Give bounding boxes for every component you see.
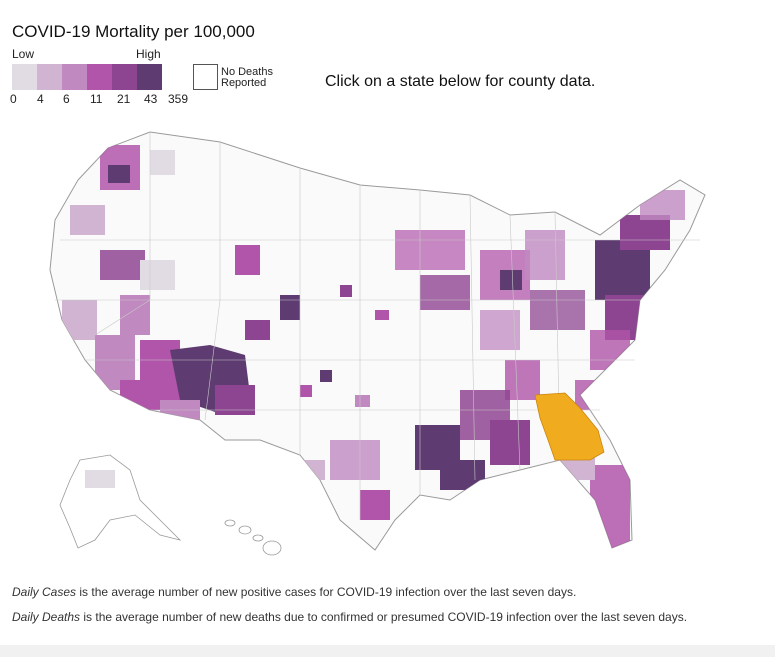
legend-swatch-4	[112, 64, 137, 90]
legend-swatch-0	[12, 64, 37, 90]
note-daily-cases: Daily Cases is the average number of new…	[12, 585, 576, 599]
county-region[interactable]	[215, 385, 255, 415]
note-daily-cases-term: Daily Cases	[12, 585, 77, 599]
county-region[interactable]	[575, 380, 605, 410]
legend-swatch-3	[87, 64, 112, 90]
county-region[interactable]	[640, 190, 685, 220]
note-daily-deaths: Daily Deaths is the average number of ne…	[12, 610, 687, 624]
legend-title: COVID-19 Mortality per 100,000	[12, 22, 255, 41]
county-region[interactable]	[160, 400, 200, 435]
note-daily-cases-text: is the average number of new positive ca…	[76, 585, 577, 599]
no-deaths-swatch	[193, 64, 218, 90]
county-region[interactable]	[420, 275, 470, 310]
legend-ticks: 0 4 6 11 21 43 359	[8, 92, 208, 106]
county-region[interactable]	[300, 460, 325, 480]
legend-tick: 21	[117, 92, 131, 106]
county-region[interactable]	[100, 250, 145, 280]
county-region[interactable]	[360, 490, 390, 520]
legend-tick: 11	[90, 92, 103, 106]
us-county-map[interactable]	[0, 110, 775, 570]
county-region[interactable]	[505, 360, 540, 400]
legend-tick: 4	[37, 92, 44, 106]
county-region[interactable]	[245, 320, 270, 340]
county-region[interactable]	[340, 285, 352, 297]
legend-tick: 0	[10, 92, 17, 106]
county-region[interactable]	[85, 470, 115, 488]
alaska-outline[interactable]	[59, 454, 182, 549]
county-region[interactable]	[590, 465, 630, 550]
county-region[interactable]	[150, 150, 175, 175]
legend-high-label: High	[136, 47, 161, 61]
county-region[interactable]	[480, 310, 520, 350]
legend-low-label: Low	[12, 47, 35, 61]
county-region[interactable]	[120, 295, 150, 335]
legend-tick-max: 359	[168, 92, 189, 106]
legend-swatch-5	[137, 64, 162, 90]
legend-tick: 6	[63, 92, 70, 106]
county-region[interactable]	[525, 230, 565, 280]
county-region[interactable]	[500, 270, 522, 290]
county-region[interactable]	[355, 395, 370, 407]
state-georgia-highlight[interactable]	[534, 392, 605, 461]
county-region[interactable]	[108, 165, 130, 183]
county-region[interactable]	[300, 385, 312, 397]
legend-swatch-2	[62, 64, 87, 90]
county-region[interactable]	[590, 330, 630, 370]
county-region[interactable]	[375, 310, 389, 320]
county-region[interactable]	[330, 440, 380, 480]
county-region[interactable]	[140, 260, 175, 290]
note-daily-deaths-term: Daily Deaths	[12, 610, 81, 624]
county-region[interactable]	[395, 230, 465, 270]
county-region[interactable]	[620, 215, 670, 250]
county-region[interactable]	[440, 460, 485, 490]
county-region[interactable]	[280, 295, 300, 320]
county-region[interactable]	[70, 205, 105, 235]
county-region[interactable]	[320, 370, 332, 382]
hawaii-outline[interactable]	[224, 519, 282, 556]
county-region[interactable]	[490, 420, 530, 465]
footer-bar	[0, 645, 775, 657]
county-region[interactable]	[62, 300, 97, 340]
legend-color-scale	[12, 64, 162, 90]
no-deaths-label-line2: Reported	[221, 77, 267, 89]
no-deaths-label-line1: No Deaths	[221, 66, 273, 78]
legend-swatch-1	[37, 64, 62, 90]
legend-tick: 43	[144, 92, 158, 106]
state-borders	[55, 132, 700, 520]
no-deaths-label: No Deaths Reported	[221, 67, 291, 89]
note-daily-deaths-text: is the average number of new deaths due …	[80, 610, 688, 624]
map-instruction: Click on a state below for county data.	[325, 73, 596, 90]
county-region[interactable]	[235, 245, 260, 275]
